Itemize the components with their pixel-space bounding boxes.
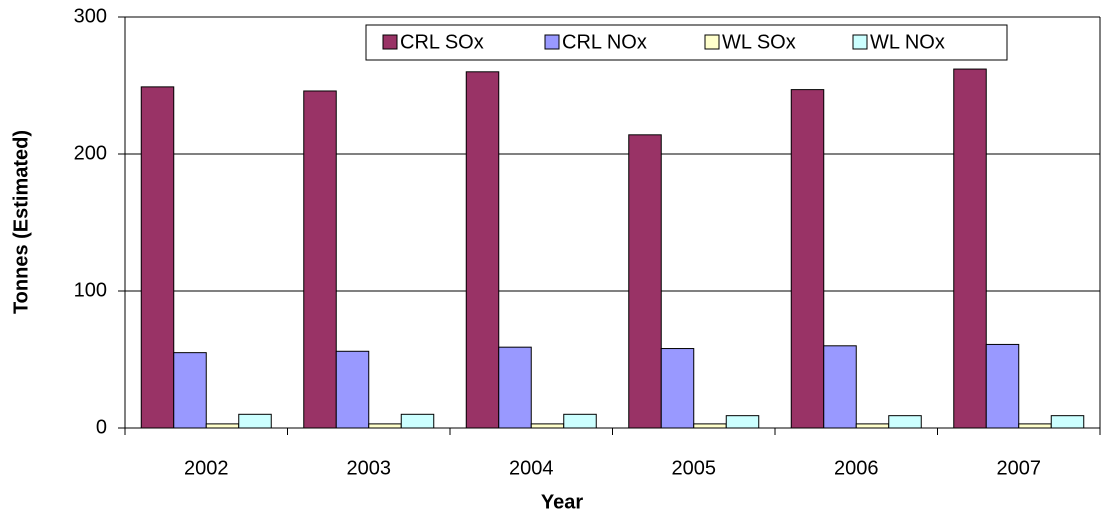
bar — [693, 423, 727, 429]
legend-label: CRL SOx — [400, 31, 484, 53]
x-axis-label: Year — [541, 491, 583, 513]
x-tick-label: 2007 — [997, 457, 1042, 479]
bar — [465, 71, 500, 429]
legend-swatch — [544, 34, 560, 50]
legend-label: WL NOx — [870, 31, 945, 53]
bar — [530, 423, 565, 429]
bar — [563, 413, 597, 429]
bar — [823, 345, 857, 429]
bar — [1050, 415, 1085, 429]
bar — [335, 350, 370, 429]
legend-label: WL SOx — [722, 31, 796, 53]
bar — [628, 134, 662, 429]
bar — [660, 348, 695, 429]
bar — [140, 86, 175, 429]
bar — [888, 415, 922, 429]
bar — [790, 89, 825, 429]
x-tick-label: 2002 — [184, 457, 229, 479]
y-tick-label: 100 — [74, 279, 107, 301]
y-axis-label: Tonnes (Estimated) — [10, 130, 32, 314]
y-tick-label: 200 — [74, 142, 107, 164]
bar — [368, 423, 402, 429]
legend-box — [365, 24, 1008, 61]
bar — [498, 346, 532, 429]
bar — [400, 413, 435, 429]
legend-label: CRL NOx — [562, 31, 647, 53]
legend-swatch — [704, 34, 720, 50]
y-tick-label: 0 — [96, 416, 107, 438]
legend-swatch — [852, 34, 868, 50]
bar — [855, 423, 890, 429]
x-tick-label: 2004 — [509, 457, 554, 479]
bar — [1018, 423, 1052, 429]
x-tick-label: 2005 — [672, 457, 717, 479]
bar — [173, 352, 207, 429]
bar — [953, 68, 987, 429]
bar — [238, 413, 272, 429]
x-tick-label: 2003 — [347, 457, 392, 479]
bar — [985, 343, 1020, 429]
bar — [205, 423, 240, 429]
bar — [725, 415, 760, 429]
x-tick-label: 2006 — [834, 457, 879, 479]
legend-swatch — [382, 34, 398, 50]
bar — [303, 90, 337, 429]
y-tick-label: 300 — [74, 5, 107, 27]
